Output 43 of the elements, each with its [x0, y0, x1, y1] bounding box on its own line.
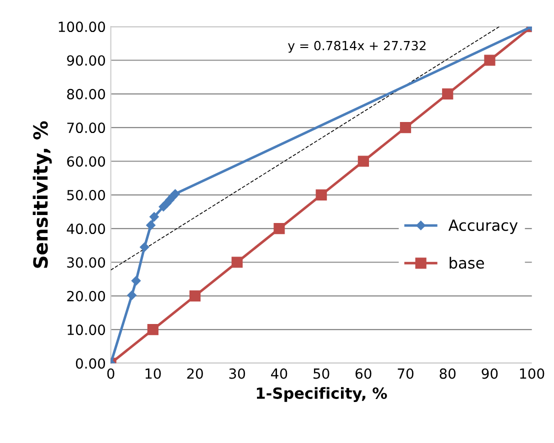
- x-tick-label: 80: [440, 368, 456, 379]
- y-tick-label: 20.00: [67, 290, 106, 302]
- y-tick-label: 100.00: [58, 22, 106, 32]
- point: [150, 212, 159, 222]
- point: [274, 223, 285, 234]
- point: [147, 324, 158, 336]
- point: [442, 88, 454, 100]
- legend-label: Accuracy: [448, 220, 518, 234]
- y-tick-label: 80.00: [67, 88, 106, 100]
- point: [127, 290, 136, 300]
- x-tick-label: 100: [520, 368, 544, 379]
- legend-label: base: [450, 256, 484, 269]
- y-tick-label: 30.00: [67, 257, 106, 268]
- point: [189, 290, 201, 302]
- x-tick-label: 70: [398, 368, 414, 379]
- x-axis-title: 1-Specificity, %: [256, 387, 387, 402]
- y-tick-label: 60.00: [67, 156, 106, 167]
- x-tick-label: 10: [146, 368, 161, 379]
- y-tick-label: 90.00: [67, 55, 106, 66]
- point: [232, 256, 243, 268]
- y-tick-label: 40.00: [66, 224, 106, 234]
- x-tick-label: 50: [314, 368, 330, 379]
- point: [400, 122, 412, 134]
- y-tick-label: 50.00: [67, 190, 106, 200]
- y-tick-label: 0.00: [76, 358, 106, 369]
- point: [316, 189, 327, 200]
- y-axis-title: Sensitivity, %: [32, 121, 52, 268]
- point: [170, 189, 180, 199]
- point: [146, 220, 156, 230]
- x-tick-label: 30: [229, 368, 246, 379]
- point: [484, 54, 496, 66]
- x-tick-label: 90: [482, 368, 498, 379]
- x-tick-label: 60: [356, 368, 372, 379]
- x-tick-label: 40: [271, 368, 288, 379]
- point: [358, 156, 369, 167]
- y-tick-label: 70.00: [67, 122, 106, 134]
- y-tick-label: 10.00: [68, 324, 106, 336]
- line-series: [110, 26, 532, 364]
- x-tick-label: 20: [187, 368, 203, 379]
- annotation: y = 0.7814x + 27.732: [288, 40, 426, 53]
- point: [140, 242, 150, 252]
- x-tick-label: 0: [107, 368, 114, 379]
- point: [131, 276, 141, 286]
